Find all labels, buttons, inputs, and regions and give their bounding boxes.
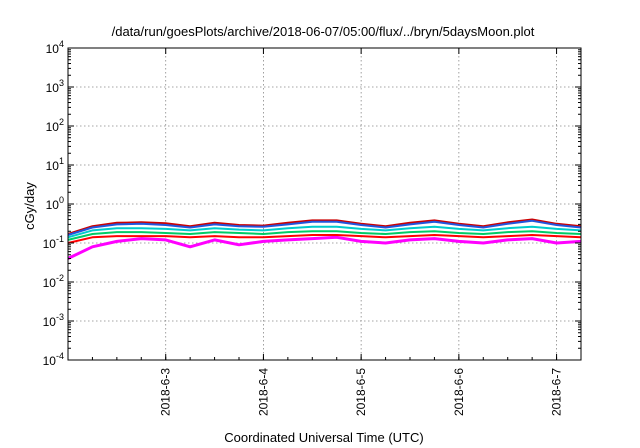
series-layer	[67, 218, 582, 260]
y-tick-label: 10-1	[43, 234, 64, 251]
y-tick-label: 10-3	[43, 312, 64, 329]
y-axis-label: cGy/day	[22, 182, 37, 230]
series-line	[67, 230, 582, 241]
y-tick-label: 101	[46, 156, 64, 173]
y-tick-label: 104	[46, 39, 64, 56]
y-tick-label: 10-2	[43, 273, 64, 290]
series-line	[67, 219, 582, 236]
y-tick-label: 103	[46, 78, 64, 95]
x-axis-label: Coordinated Universal Time (UTC)	[224, 430, 423, 445]
x-tick-label: 2018-6-7	[550, 368, 564, 416]
y-tick-label: 102	[46, 117, 64, 134]
y-tick-label: 10-4	[43, 351, 64, 368]
chart-title: /data/run/goesPlots/archive/2018-06-07/0…	[112, 24, 535, 39]
x-tick-label: 2018-6-4	[256, 368, 270, 416]
x-tick-label: 2018-6-3	[159, 368, 173, 416]
grid-layer	[68, 48, 581, 360]
ticks-layer	[67, 47, 582, 361]
series-line	[67, 235, 582, 260]
x-tick-label: 2018-6-5	[354, 368, 368, 416]
tick-labels-layer: 10-4 10-3 10-2 10-1 100 101 102 103 104 2018-6-3 2…	[43, 39, 564, 416]
x-tick-label: 2018-6-6	[452, 368, 466, 416]
y-tick-label: 100	[46, 195, 64, 212]
series-line	[67, 225, 582, 239]
series-line	[67, 234, 582, 244]
series-line	[67, 218, 582, 235]
